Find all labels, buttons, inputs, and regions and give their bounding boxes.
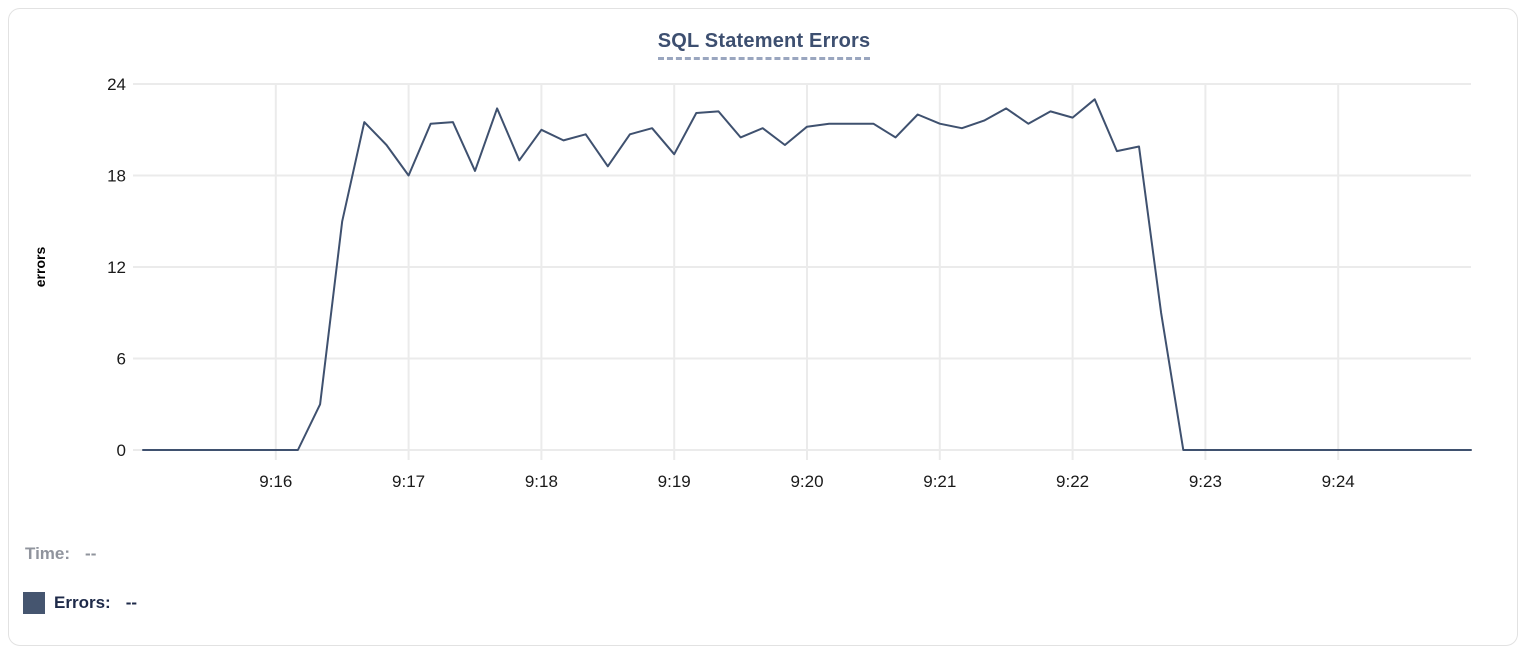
y-axis-title: errors bbox=[32, 247, 48, 288]
x-tick-label: 9:24 bbox=[1322, 472, 1355, 491]
y-tick-label: 12 bbox=[107, 258, 126, 277]
x-tick-label: 9:21 bbox=[923, 472, 956, 491]
chart-title-wrap: SQL Statement Errors bbox=[0, 30, 1528, 60]
x-tick-label: 9:16 bbox=[259, 472, 292, 491]
y-tick-label: 18 bbox=[107, 167, 126, 186]
chart-title[interactable]: SQL Statement Errors bbox=[657, 30, 871, 60]
x-tick-label: 9:17 bbox=[392, 472, 425, 491]
errors-line-series bbox=[142, 98, 1472, 451]
errors-label: Errors: bbox=[54, 593, 111, 612]
time-label: Time: bbox=[25, 544, 71, 563]
x-tick-label: 9:23 bbox=[1189, 472, 1222, 491]
time-value: -- bbox=[85, 544, 97, 563]
y-tick-label: 0 bbox=[117, 441, 126, 460]
x-tick-label: 9:20 bbox=[790, 472, 823, 491]
chart-panel-card bbox=[8, 8, 1518, 646]
x-tick-label: 9:18 bbox=[525, 472, 558, 491]
y-tick-label: 6 bbox=[117, 350, 126, 369]
y-tick-label: 24 bbox=[107, 75, 126, 94]
x-tick-label: 9:19 bbox=[658, 472, 691, 491]
errors-legend-row: Errors: -- bbox=[23, 592, 137, 614]
errors-value: -- bbox=[125, 593, 138, 612]
x-tick-label: 9:22 bbox=[1056, 472, 1089, 491]
errors-series-swatch bbox=[23, 592, 45, 614]
hover-time-readout: Time: -- bbox=[25, 544, 96, 564]
